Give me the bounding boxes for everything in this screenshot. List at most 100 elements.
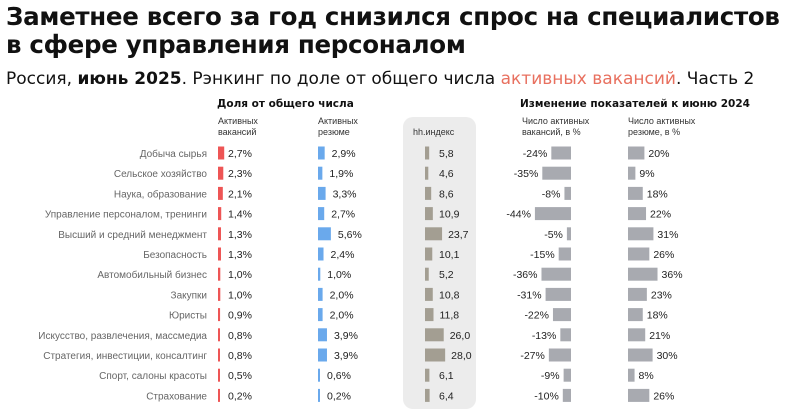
resumes-change-bar xyxy=(628,308,643,322)
resumes-share-bar xyxy=(318,348,327,362)
resumes-share-bar xyxy=(318,186,326,200)
vacancies-share-label: 1,3% xyxy=(228,229,252,241)
vacancies-share-label: 1,3% xyxy=(228,249,252,261)
resumes-share-label: 5,6% xyxy=(338,229,362,241)
vacancies-share-label: 1,4% xyxy=(228,209,252,221)
vacancies-change-bar xyxy=(542,166,571,180)
category-label: Юристы xyxy=(169,311,207,322)
hh-index-label: 11,8 xyxy=(439,310,459,322)
vacancies-share-label: 1,0% xyxy=(228,269,252,281)
vacancies-share-label: 0,9% xyxy=(228,310,252,322)
resumes-change-label: 31% xyxy=(657,229,678,241)
resumes-share-bar xyxy=(318,227,331,241)
resumes-change-label: 23% xyxy=(651,289,672,301)
vacancies-share-bar xyxy=(218,146,225,160)
vacancies-share-bar xyxy=(218,308,221,322)
resumes-share-bar xyxy=(318,308,323,322)
vacancies-share-bar xyxy=(218,287,221,301)
category-label: Страхование xyxy=(146,391,207,402)
hh-index-bar xyxy=(425,207,433,221)
hh-index-label: 8,6 xyxy=(439,188,454,200)
hh-index-label: 4,6 xyxy=(439,168,454,180)
resumes-change-label: 18% xyxy=(647,310,668,322)
resumes-change-label: 8% xyxy=(639,370,654,382)
category-label: Добыча сырья xyxy=(140,148,207,160)
vacancies-share-label: 2,1% xyxy=(228,188,252,200)
resumes-share-bar xyxy=(318,247,324,261)
resumes-change-bar xyxy=(628,166,636,180)
vacancies-share-bar xyxy=(218,368,220,382)
resumes-change-bar xyxy=(628,227,654,241)
vacancies-change-bar xyxy=(534,207,571,221)
category-label: Искусство, развлечения, массмедиа xyxy=(38,331,207,342)
hh-index-label: 10,1 xyxy=(439,249,460,261)
vacancies-change-header-line2: вакансий, в % xyxy=(522,127,581,137)
hh-index-label: 5,2 xyxy=(439,269,454,281)
vacancies-header-line2: вакансий xyxy=(218,127,257,137)
hh-index-bar xyxy=(425,186,432,200)
vacancies-change-label: -8% xyxy=(542,188,561,200)
vacancies-change-label: -15% xyxy=(530,249,555,261)
share-group-header: Доля от общего числа xyxy=(217,98,354,110)
hh-index-bar xyxy=(425,146,430,160)
chart-subtitle: Россия, июнь 2025. Рэнкинг по доле от об… xyxy=(6,69,754,89)
vacancies-share-bar xyxy=(218,267,221,281)
hh-index-bar xyxy=(425,227,443,241)
resumes-change-bar xyxy=(628,368,635,382)
category-label: Наука, образование xyxy=(114,188,208,200)
vacancies-change-label: -10% xyxy=(534,390,559,402)
resumes-share-bar xyxy=(318,207,325,221)
vacancies-change-bar xyxy=(563,368,571,382)
hh-index-label: 26,0 xyxy=(450,330,471,342)
vacancies-share-label: 2,7% xyxy=(228,148,252,160)
resumes-change-header-line2: резюме, в % xyxy=(628,127,681,137)
resumes-share-bar xyxy=(318,166,323,180)
vacancies-share-label: 2,3% xyxy=(228,168,252,180)
resumes-change-label: 26% xyxy=(653,390,674,402)
vacancies-change-bar xyxy=(558,247,571,261)
resumes-change-label: 26% xyxy=(653,249,674,261)
vacancies-change-label: -36% xyxy=(513,269,538,281)
resumes-share-label: 1,9% xyxy=(329,168,353,180)
hh-index-bar xyxy=(425,166,429,180)
vacancies-change-bar xyxy=(541,267,571,281)
vacancies-change-label: -35% xyxy=(514,168,539,180)
category-label: Безопасность xyxy=(143,250,207,261)
vacancies-share-bar xyxy=(218,207,222,221)
resumes-change-header-line1: Число активных xyxy=(628,116,696,126)
subtitle-ranking: . Рэнкинг по доле от общего числа xyxy=(181,69,501,89)
subtitle-accent: активных вакансий xyxy=(500,69,676,89)
category-label: Сельское хозяйство xyxy=(114,169,208,180)
resumes-change-bar xyxy=(628,186,643,200)
resumes-change-bar xyxy=(628,388,650,402)
resumes-change-label: 18% xyxy=(647,188,668,200)
hh-index-label: 6,4 xyxy=(439,390,454,402)
vacancies-change-bar xyxy=(552,308,571,322)
hh-index-label: 10,9 xyxy=(439,209,460,221)
resumes-header-line1: Активных xyxy=(318,116,358,126)
resumes-share-label: 3,9% xyxy=(334,330,358,342)
resumes-share-bar xyxy=(318,388,320,402)
vacancies-share-bar xyxy=(218,227,221,241)
category-label: Стратегия, инвестиции, консалтинг xyxy=(43,351,207,362)
category-label: Высший и средний менеджмент xyxy=(58,230,207,241)
resumes-share-bar xyxy=(318,267,321,281)
hh-index-bar xyxy=(425,267,429,281)
vacancies-share-bar xyxy=(218,186,223,200)
vacancies-change-label: -9% xyxy=(541,370,560,382)
vacancies-share-label: 0,8% xyxy=(228,350,252,362)
vacancies-change-bar xyxy=(551,146,571,160)
category-label: Управление персоналом, тренинги xyxy=(45,210,207,221)
resumes-share-bar xyxy=(318,328,327,342)
hh-index-bar xyxy=(425,328,444,342)
resumes-share-label: 2,0% xyxy=(330,289,354,301)
hh-index-bar xyxy=(425,388,430,402)
vacancies-change-bar xyxy=(562,388,571,402)
resumes-share-bar xyxy=(318,287,323,301)
resumes-change-label: 36% xyxy=(662,269,683,281)
vacancies-share-bar xyxy=(218,328,220,342)
resumes-change-bar xyxy=(628,328,646,342)
vacancies-change-label: -24% xyxy=(523,148,548,160)
hh-index-column-header: hh.индекс xyxy=(413,127,455,137)
